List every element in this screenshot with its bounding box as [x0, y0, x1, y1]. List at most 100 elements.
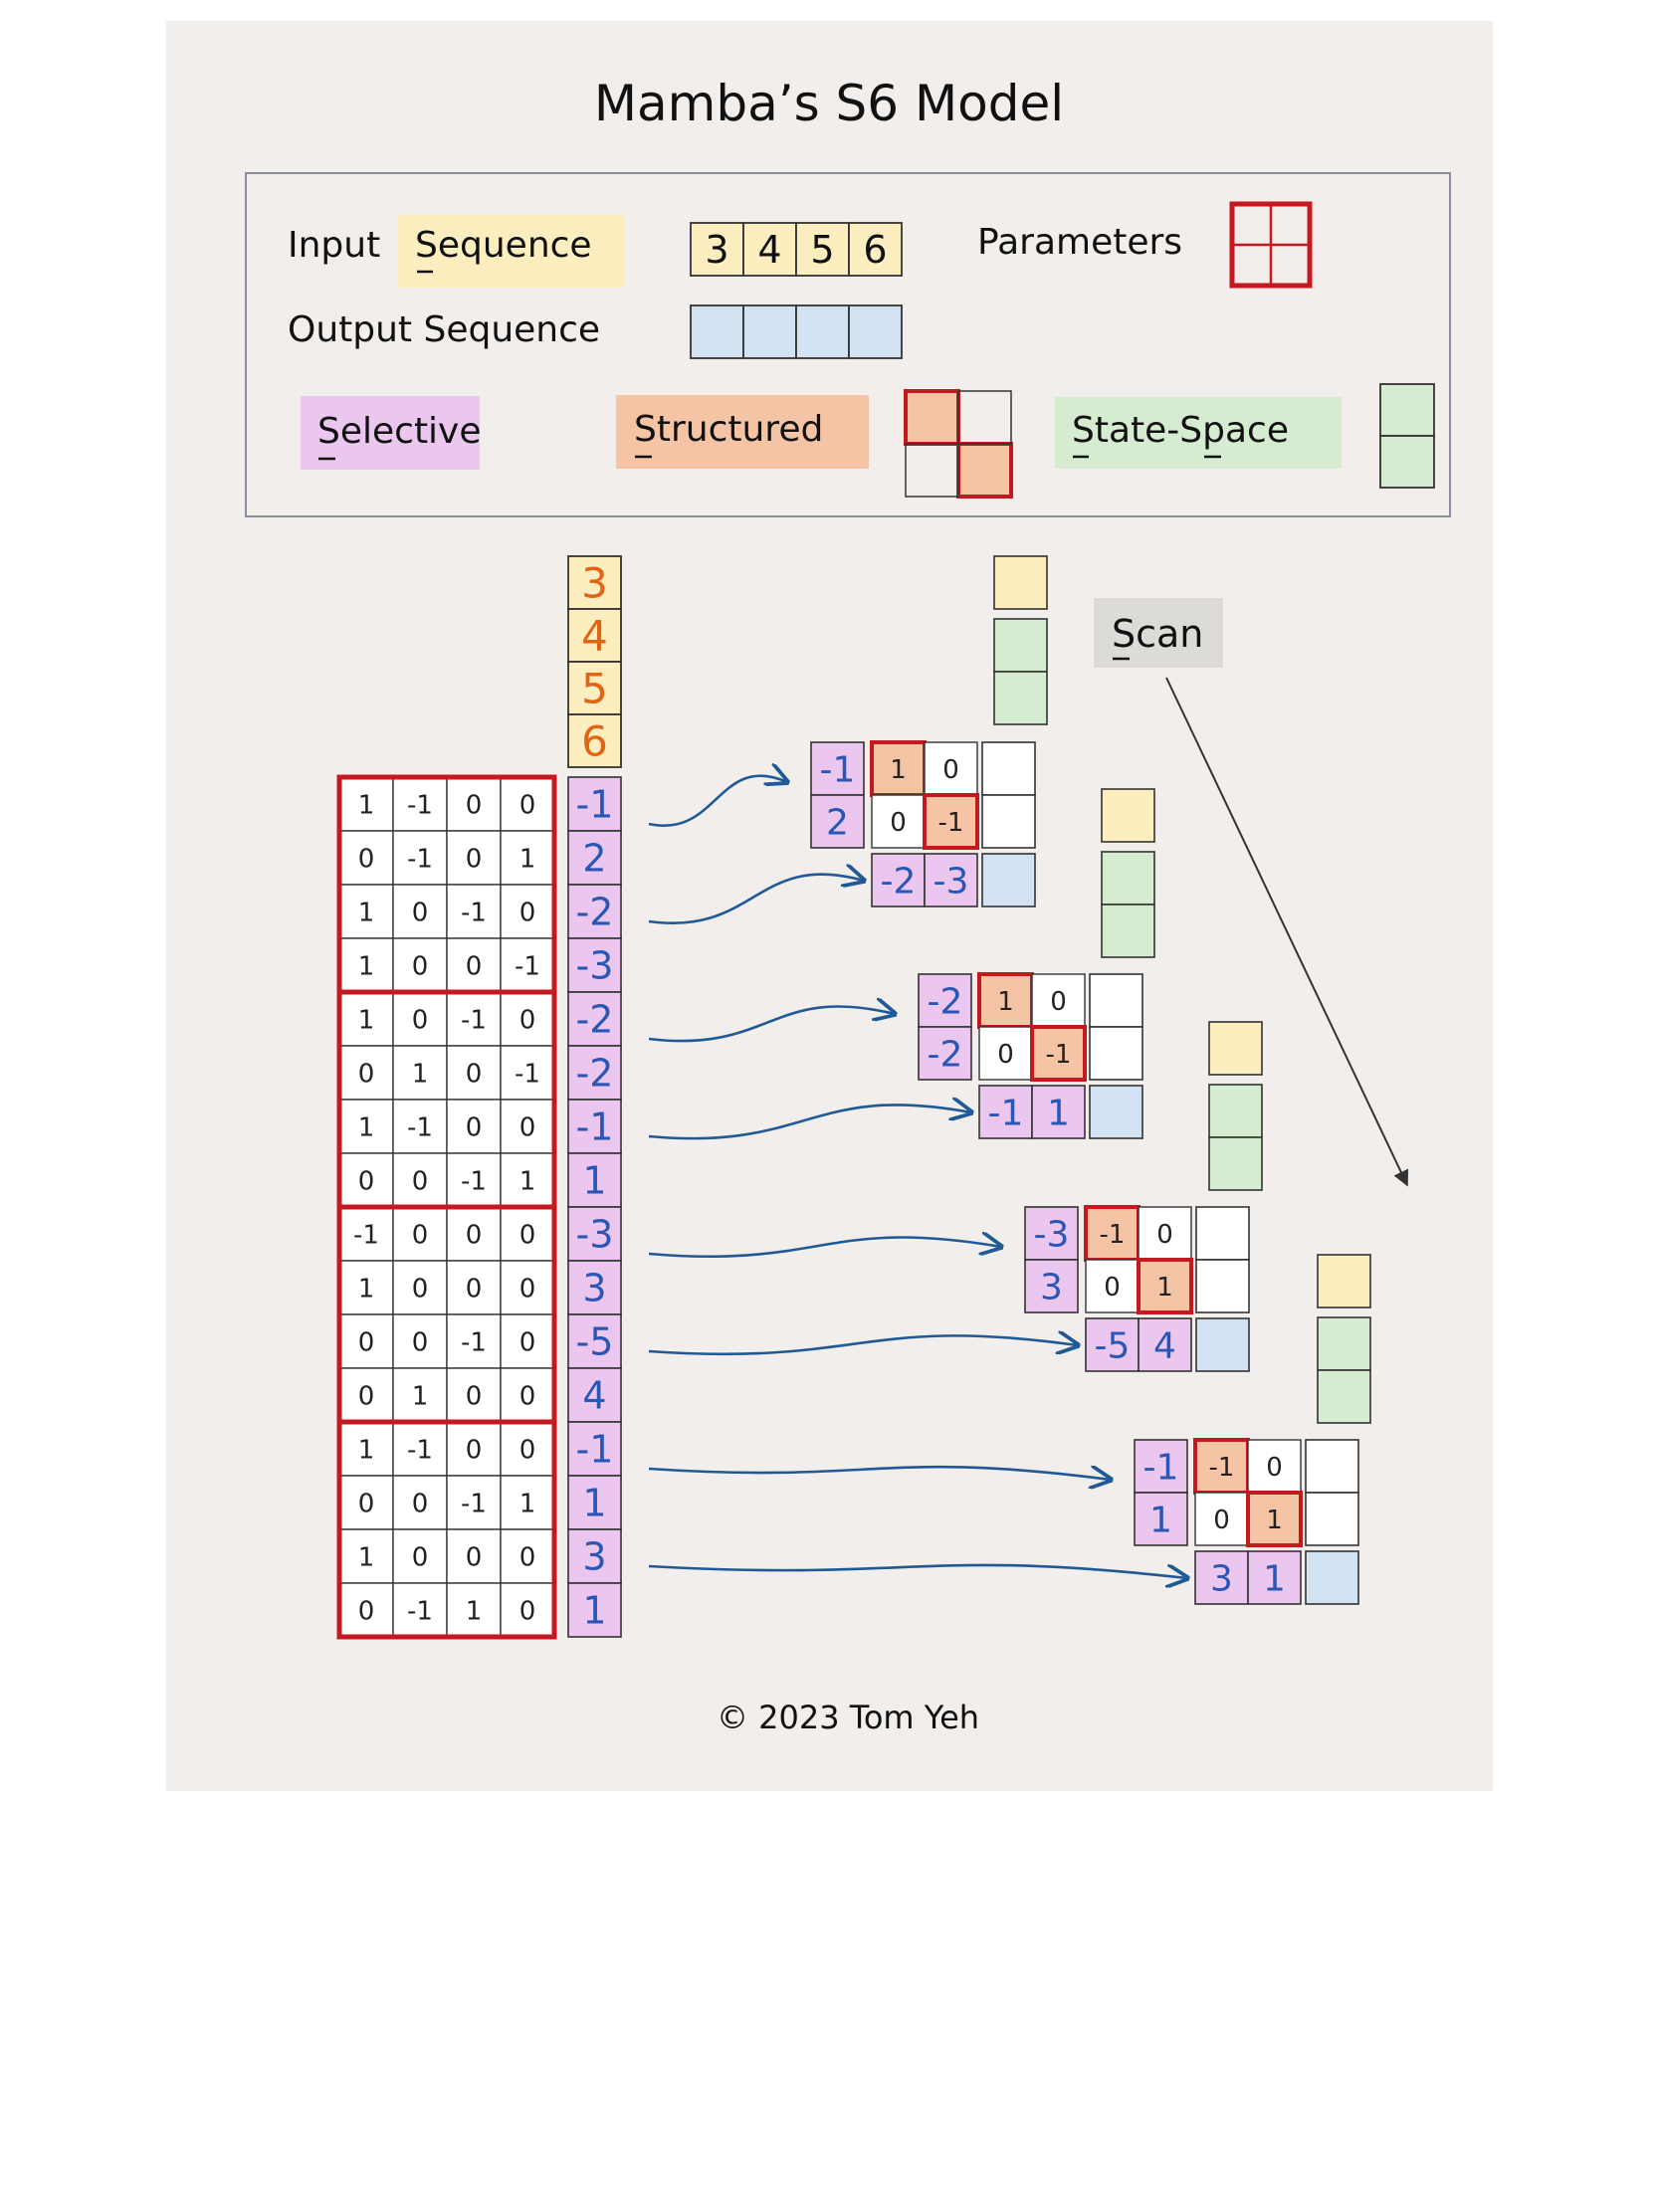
- step-selective-value: -2: [918, 973, 972, 1028]
- svg-text:0: 0: [519, 790, 536, 820]
- selective-value: 4: [567, 1367, 622, 1423]
- svg-text:3: 3: [1040, 1267, 1063, 1307]
- matrix-cell: 1: [338, 937, 394, 993]
- flow-arrow: [648, 875, 864, 924]
- step-state-cell: [1195, 1259, 1250, 1313]
- scan-label: Scan: [1112, 612, 1203, 656]
- parameter-matrix: 1 -1 0 0 0 -1 0 1 1 0 -1 0 1 0 0 -1: [336, 774, 557, 995]
- matrix-cell: -1: [392, 830, 448, 886]
- svg-text:1: 1: [358, 1112, 375, 1142]
- state-space-cell: [1317, 1316, 1371, 1371]
- svg-text:-1: -1: [1046, 1040, 1072, 1070]
- matrix-cell: 0: [392, 1206, 448, 1262]
- svg-text:3: 3: [705, 228, 728, 272]
- step-output-cell: [1195, 1317, 1250, 1372]
- svg-text:1: 1: [358, 1542, 375, 1572]
- matrix-cell: -1: [500, 937, 555, 993]
- matrix-cell: 0: [338, 1313, 394, 1369]
- svg-text:0: 0: [412, 1489, 429, 1518]
- matrix-cell: 1: [338, 1099, 394, 1154]
- step-output-value: 1: [1031, 1085, 1086, 1139]
- svg-text:1: 1: [466, 1596, 483, 1626]
- step-output-cell: [1089, 1085, 1143, 1139]
- matrix-cell: 0: [446, 1099, 502, 1154]
- svg-text:0: 0: [997, 1040, 1014, 1070]
- legend-output-cell: [848, 304, 903, 359]
- svg-text:0: 0: [1104, 1273, 1121, 1303]
- svg-text:0: 0: [412, 1005, 429, 1035]
- matrix-cell: 1: [392, 1367, 448, 1423]
- state-space-cell: [1317, 1369, 1371, 1424]
- copyright: © 2023 Tom Yeh: [717, 1699, 979, 1736]
- legend-output-cell: [742, 304, 797, 359]
- svg-text:-2: -2: [576, 1052, 614, 1096]
- step-structured-cell: -1: [1084, 1205, 1141, 1262]
- matrix-cell: 1: [500, 1475, 555, 1530]
- matrix-cell: 1: [338, 1260, 394, 1315]
- matrix-cell: 0: [392, 1260, 448, 1315]
- svg-text:0: 0: [358, 1381, 375, 1411]
- matrix-cell: 0: [338, 1045, 394, 1101]
- matrix-cell: 1: [500, 1152, 555, 1208]
- svg-text:-1: -1: [407, 844, 433, 874]
- step-structured-cell: 0: [1085, 1259, 1140, 1313]
- matrix-cell: 0: [446, 830, 502, 886]
- step-output-value: 4: [1138, 1317, 1192, 1372]
- svg-text:4: 4: [1153, 1325, 1176, 1366]
- selective-value: -5: [567, 1313, 622, 1369]
- step-structured-cell: 0: [924, 741, 978, 796]
- svg-text:-1: -1: [515, 1059, 540, 1089]
- svg-text:1: 1: [997, 987, 1014, 1017]
- matrix-cell: 0: [392, 991, 448, 1047]
- legend-structured-icon: [904, 389, 1013, 499]
- svg-text:1: 1: [1266, 1506, 1283, 1535]
- flow-arrow: [648, 1006, 895, 1043]
- svg-text:1: 1: [358, 790, 375, 820]
- input-token: 6: [567, 713, 622, 768]
- flow-arrow: [648, 1563, 1187, 1578]
- selective-value: 3: [567, 1528, 622, 1584]
- svg-text:3: 3: [582, 1535, 606, 1579]
- svg-text:-1: -1: [1143, 1447, 1179, 1488]
- svg-text:0: 0: [519, 1112, 536, 1142]
- selective-value: -2: [567, 884, 622, 939]
- svg-text:0: 0: [412, 1220, 429, 1250]
- svg-text:4: 4: [581, 612, 608, 661]
- svg-text:-2: -2: [576, 998, 614, 1042]
- matrix-cell: 0: [500, 1099, 555, 1154]
- legend-parameters-label: Parameters: [977, 222, 1182, 263]
- svg-text:-2: -2: [928, 981, 963, 1022]
- legend-input-label: Input: [288, 225, 380, 266]
- parameter-matrices: 1 -1 0 00 -1 0 11 0 -1 01 0 0 -11 0 -1 00 1 0 -11 -1 0 00 0 -1 1…: [336, 774, 557, 1640]
- selective-value: -1: [567, 1099, 622, 1154]
- svg-text:2: 2: [582, 837, 606, 881]
- step-selective-value: -1: [810, 741, 865, 796]
- flow-arrow: [648, 1467, 1111, 1480]
- matrix-cell: 0: [446, 1528, 502, 1584]
- svg-text:0: 0: [519, 1542, 536, 1572]
- scan-steps: -121 00 -1-2 -3-2-21 00 -1-1 1-33-1 00 1-5 4-11-1…: [810, 555, 1371, 1605]
- scan-label-box: [1094, 598, 1223, 668]
- matrix-cell: 0: [392, 937, 448, 993]
- state-space-cell: [1101, 904, 1155, 958]
- svg-text:5: 5: [810, 228, 834, 272]
- state-input-cell: [1317, 1254, 1371, 1308]
- step-selective-value: -1: [1134, 1439, 1188, 1494]
- matrix-cell: 1: [338, 776, 394, 832]
- svg-text:0: 0: [519, 1327, 536, 1357]
- matrix-cell: 0: [338, 1152, 394, 1208]
- matrix-cell: 1: [392, 1045, 448, 1101]
- svg-text:6: 6: [863, 228, 887, 272]
- svg-text:0: 0: [412, 951, 429, 981]
- legend-output-sequence: [690, 304, 903, 359]
- svg-text:1: 1: [358, 1005, 375, 1035]
- matrix-cell: 1: [338, 884, 394, 939]
- svg-text:0: 0: [519, 1435, 536, 1465]
- svg-text:0: 0: [466, 1274, 483, 1304]
- matrix-cell: -1: [446, 884, 502, 939]
- step-state-cell: [1305, 1492, 1359, 1546]
- step-output-cell: [981, 853, 1036, 907]
